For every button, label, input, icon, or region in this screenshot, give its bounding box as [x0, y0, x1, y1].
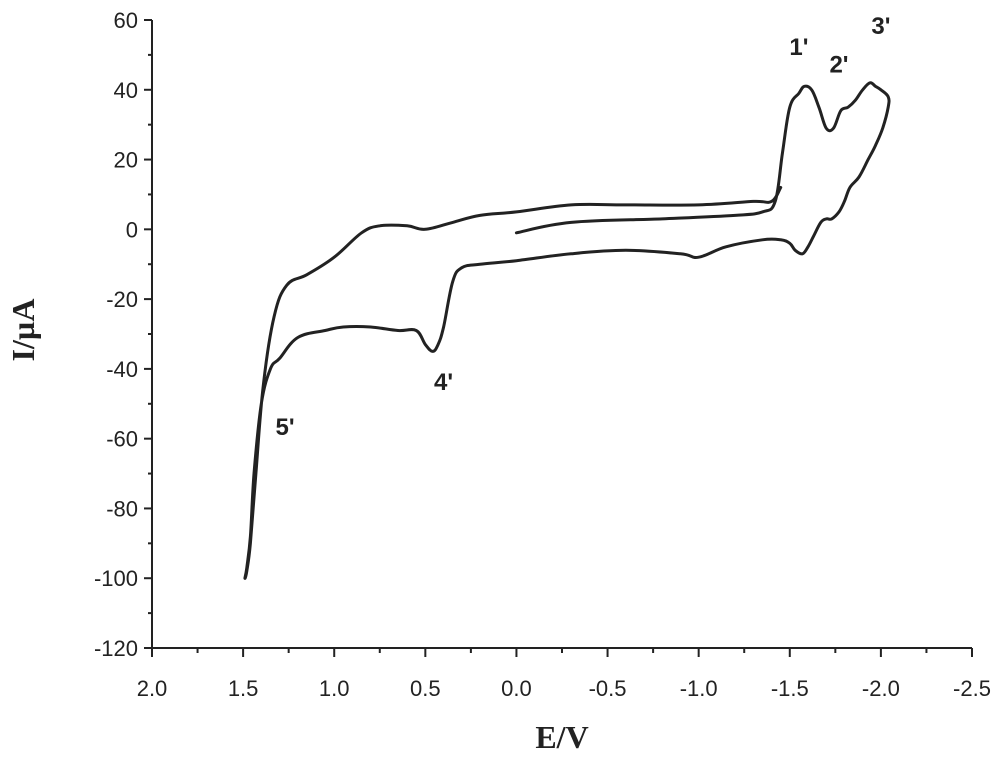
- x-tick-label: -2.5: [953, 676, 991, 701]
- x-tick-label: -1.0: [680, 676, 718, 701]
- peak-label: 5': [275, 414, 294, 441]
- x-axis-ticks: 2.0 1.5 1.0 0.5 0.0 -0.5 -1.0 -1.5 -2.0 -2.5: [137, 648, 991, 701]
- series-group: [243, 81, 891, 580]
- x-tick-label: -2.0: [862, 676, 900, 701]
- y-tick-label: 20: [114, 148, 138, 173]
- x-axis-title: E/V: [535, 719, 588, 755]
- x-tick-label: 1.0: [319, 676, 350, 701]
- y-tick-label: 60: [114, 8, 138, 33]
- y-tick-label: -80: [106, 496, 138, 521]
- y-axis-ticks: 60 40 20 0 -20 -40 -60 -80 -100 -120: [94, 8, 152, 661]
- y-tick-label: -40: [106, 357, 138, 382]
- y-tick-label: -20: [106, 287, 138, 312]
- peak-label: 2': [829, 51, 848, 78]
- x-tick-label: 0.5: [410, 676, 441, 701]
- x-tick-label: -0.5: [589, 676, 627, 701]
- y-axis-title: I/µA: [5, 299, 41, 362]
- y-tick-label: 0: [126, 217, 138, 242]
- peak-annotations: 1' 2' 3' 4' 5': [275, 13, 890, 441]
- series-line: [243, 81, 891, 580]
- y-tick-label: -100: [94, 566, 138, 591]
- peak-label: 4': [434, 369, 453, 396]
- x-tick-label: -1.5: [771, 676, 809, 701]
- peak-label: 1': [789, 34, 808, 61]
- x-tick-label: 0.0: [501, 676, 532, 701]
- y-tick-label: -60: [106, 427, 138, 452]
- x-tick-label: 2.0: [137, 676, 168, 701]
- x-tick-label: 1.5: [228, 676, 259, 701]
- y-tick-label: -120: [94, 636, 138, 661]
- peak-label: 3': [871, 13, 890, 40]
- y-tick-label: 40: [114, 78, 138, 103]
